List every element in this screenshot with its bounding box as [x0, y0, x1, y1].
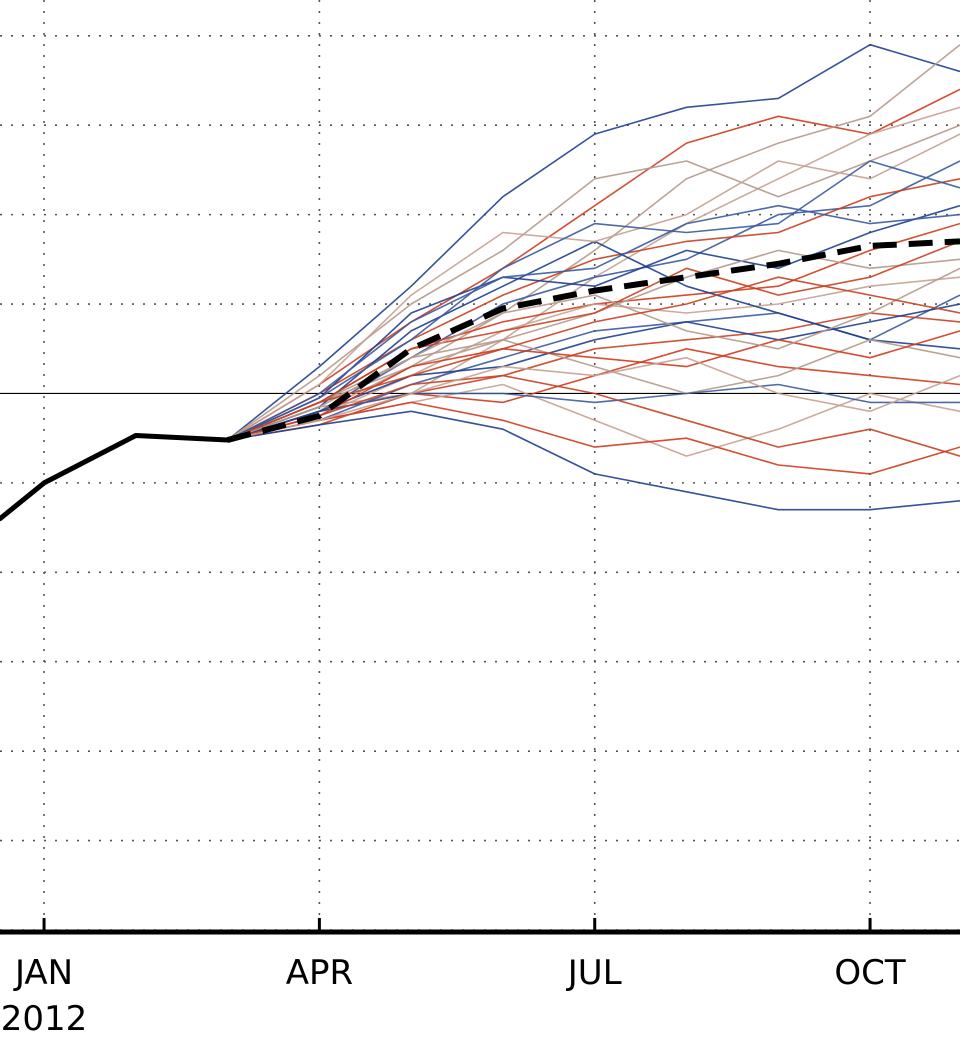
ensemble-member-line: [227, 160, 960, 441]
x-tick-label: JAN: [13, 953, 73, 993]
ensemble-mean-group: [226, 238, 960, 443]
ensemble-member-line: [227, 204, 960, 441]
ensemble-member-line: [227, 178, 960, 441]
ensemble-member-line: [227, 374, 960, 457]
ensemble-member-line: [227, 249, 960, 441]
ensemble-member-line: [227, 401, 960, 475]
ensemble-member-line: [227, 106, 960, 441]
grid-lines: [0, 0, 960, 931]
ensemble-member-line: [227, 43, 960, 441]
ensemble-members: [227, 43, 960, 511]
ensemble-member-line: [227, 267, 960, 441]
x-tick-label: OCT: [834, 953, 906, 993]
ensemble-member-line: [227, 338, 960, 441]
tick-labels: 2012 JAN APR JUL OCT: [1, 953, 906, 1039]
observed-line: [0, 433, 231, 522]
x-tick-label: JUL: [566, 953, 622, 993]
ensemble-member-line: [227, 240, 960, 441]
ensemble-member-line: [227, 133, 960, 441]
x-tick-label: APR: [286, 953, 353, 993]
x-axis: [0, 918, 960, 935]
year-label: 2012: [1, 999, 88, 1039]
ensemble-member-line: [227, 276, 960, 441]
ensemble-member-line: [227, 356, 960, 441]
ensemble-mean-line: [226, 238, 960, 443]
ensemble-member-line: [227, 88, 960, 441]
ensemble-member-line: [227, 276, 960, 441]
ensemble-member-line: [227, 410, 960, 511]
ensemble-member-line: [227, 330, 960, 441]
observed-series-group: [0, 433, 231, 522]
